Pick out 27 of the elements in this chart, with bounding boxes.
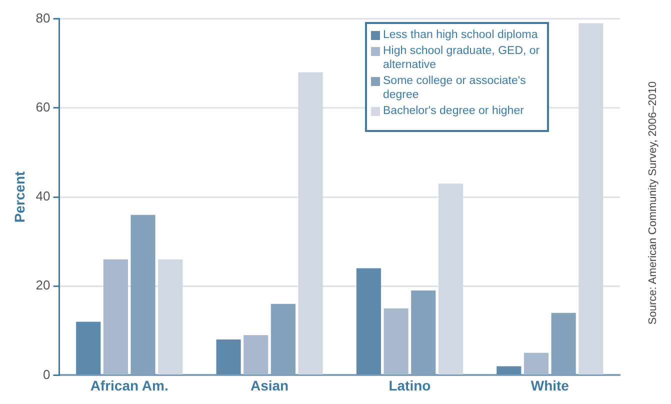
y-tick-label: 0 xyxy=(43,366,50,382)
bar xyxy=(298,72,323,374)
bar xyxy=(103,259,128,374)
x-tick-label: Asian xyxy=(250,377,289,394)
y-axis-title: Percent xyxy=(11,170,28,223)
bar xyxy=(524,352,549,374)
y-tick-label: 80 xyxy=(36,10,50,26)
legend-label: High school graduate, GED, or alternative xyxy=(383,44,541,72)
bar xyxy=(158,259,183,374)
bar xyxy=(384,308,408,374)
bar xyxy=(578,23,604,374)
bar xyxy=(438,184,464,374)
bar xyxy=(216,340,241,374)
legend-label: Bachelor's degree or higher xyxy=(383,104,524,118)
y-tick-label: 40 xyxy=(36,188,50,204)
x-tick-label: Latino xyxy=(388,377,431,394)
y-tick-label: 60 xyxy=(36,99,50,114)
y-tick-label: 20 xyxy=(36,278,50,293)
bar xyxy=(356,268,382,374)
x-tick-label: White xyxy=(530,377,570,394)
legend-label: Less than high school diploma xyxy=(383,28,538,42)
x-tick-label: African Am. xyxy=(90,377,168,394)
source-note: Source: American Community Survey, 2006–2010 xyxy=(647,81,659,325)
bar xyxy=(76,322,101,374)
bar xyxy=(244,335,268,374)
bar xyxy=(496,366,522,374)
legend-label: Some college or associate's degree xyxy=(383,74,527,102)
